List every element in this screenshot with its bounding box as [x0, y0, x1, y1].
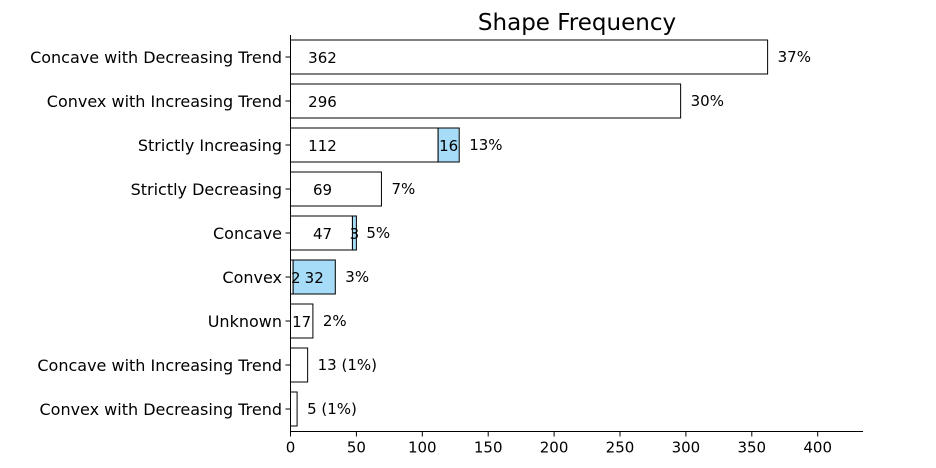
value-label-strictly-decreasing: 69	[313, 181, 332, 199]
value-label-unknown: 17	[292, 313, 311, 331]
percent-label-unknown: 2%	[323, 312, 347, 330]
axes-group: 0 50 100 150 200 250 300 350 400	[285, 35, 863, 457]
x-tick-label: 200	[540, 439, 569, 457]
x-tick-label: 150	[474, 439, 503, 457]
category-label-concave-with-increasing-trend: Concave with Increasing Trend	[37, 356, 282, 375]
category-label-convex-with-increasing-trend: Convex with Increasing Trend	[47, 92, 282, 111]
x-tick-label: 350	[737, 439, 766, 457]
category-label-strictly-increasing: Strictly Increasing	[138, 136, 282, 155]
value-label-secondary-convex: 32	[305, 269, 324, 287]
x-tick-label: 250	[606, 439, 635, 457]
bar-concave-with-increasing-trend	[290, 347, 309, 383]
value-label-secondary-concave: 3	[350, 225, 360, 243]
value-label-concave: 47	[313, 225, 332, 243]
bar-secondary-strictly-increasing	[437, 127, 460, 163]
value-label-strictly-increasing: 112	[308, 137, 337, 155]
bar-concave-with-decreasing-trend	[290, 39, 769, 75]
x-tick-label: 0	[286, 439, 296, 457]
bar-convex-with-decreasing-trend	[290, 391, 298, 427]
chart-title: Shape Frequency	[478, 10, 676, 36]
bar-strictly-increasing	[290, 127, 439, 163]
value-label-convex: 2	[291, 269, 301, 287]
percent-label-convex: 3%	[345, 268, 369, 286]
percent-label-convex-with-decreasing-trend: 5 (1%)	[307, 400, 357, 418]
value-label-convex-with-increasing-trend: 296	[308, 93, 337, 111]
percent-label-strictly-decreasing: 7%	[391, 180, 415, 198]
bar-secondary-concave	[351, 215, 357, 251]
category-label-unknown: Unknown	[208, 312, 282, 331]
percent-label-concave: 5%	[366, 224, 390, 242]
value-label-secondary-strictly-increasing: 16	[439, 137, 458, 155]
percent-label-strictly-increasing: 13%	[469, 136, 502, 154]
x-tick-label: 100	[408, 439, 437, 457]
bar-strictly-decreasing	[290, 171, 382, 207]
category-label-strictly-decreasing: Strictly Decreasing	[131, 180, 282, 199]
percent-label-concave-with-increasing-trend: 13 (1%)	[318, 356, 377, 374]
labels-group: Concave with Decreasing Trend 362 37%Conve…	[30, 48, 811, 419]
category-label-convex-with-decreasing-trend: Convex with Decreasing Trend	[39, 400, 282, 419]
percent-label-concave-with-decreasing-trend: 37%	[778, 48, 811, 66]
value-label-concave-with-decreasing-trend: 362	[308, 49, 337, 67]
category-label-convex: Convex	[222, 268, 282, 287]
bar-convex-with-increasing-trend	[290, 83, 682, 119]
bar-secondary-convex	[292, 259, 336, 295]
x-tick-label: 400	[803, 439, 832, 457]
category-label-concave-with-decreasing-trend: Concave with Decreasing Trend	[30, 48, 282, 67]
x-tick-label: 300	[672, 439, 701, 457]
bars-group	[290, 39, 769, 427]
x-tick-label: 50	[347, 439, 366, 457]
bar-concave	[290, 215, 353, 251]
percent-label-convex-with-increasing-trend: 30%	[691, 92, 724, 110]
category-label-concave: Concave	[213, 224, 282, 243]
